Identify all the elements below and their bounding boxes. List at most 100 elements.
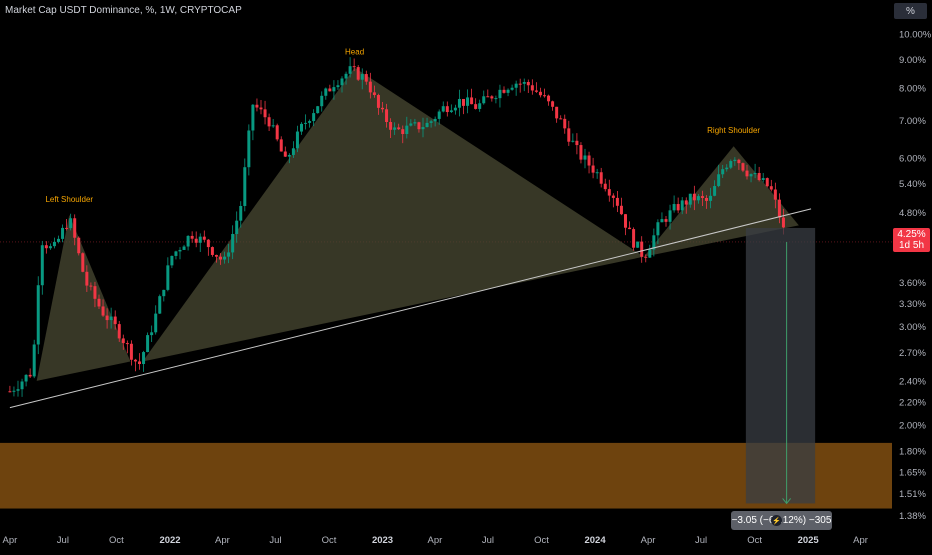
- candle-body: [214, 254, 218, 257]
- candle-body: [174, 251, 178, 256]
- candle-body: [729, 161, 733, 168]
- candle-body: [210, 247, 214, 255]
- y-tick-label: 1.38%: [899, 511, 926, 522]
- candle-body: [368, 81, 372, 93]
- candle-body: [413, 122, 417, 124]
- candle-body: [129, 343, 133, 360]
- candle-body: [781, 217, 785, 228]
- candle-body: [166, 265, 170, 290]
- candle-body: [474, 104, 478, 109]
- pattern-head: [142, 67, 644, 362]
- x-tick-label: Oct: [322, 535, 337, 546]
- y-tick-label: 2.20%: [899, 398, 926, 409]
- candle-body: [356, 67, 360, 80]
- y-tick-label: 9.00%: [899, 55, 926, 66]
- candle-body: [52, 241, 56, 247]
- candle-body: [433, 118, 437, 122]
- candle-body: [198, 236, 202, 243]
- candle-body: [231, 233, 235, 253]
- candle-body: [692, 193, 696, 201]
- candle-body: [409, 123, 413, 126]
- candle-body: [109, 316, 113, 321]
- candle-body: [56, 238, 60, 242]
- candle-body: [36, 285, 40, 345]
- candle-body: [360, 74, 364, 80]
- candle-body: [340, 78, 344, 86]
- y-tick-label: 1.51%: [899, 489, 926, 500]
- candle-body: [575, 140, 579, 146]
- candle-body: [385, 109, 389, 123]
- y-tick-label: 3.00%: [899, 322, 926, 333]
- candle-body: [449, 110, 453, 113]
- candle-body: [202, 236, 206, 240]
- candle-body: [538, 91, 542, 96]
- candle-body: [510, 87, 514, 90]
- candle-body: [137, 361, 141, 365]
- candle-body: [773, 189, 777, 200]
- candle-body: [299, 123, 303, 132]
- candle-body: [397, 127, 401, 130]
- candle-body: [757, 173, 761, 181]
- candle-body: [405, 125, 409, 135]
- candle-body: [44, 245, 48, 249]
- candle-body: [401, 129, 405, 135]
- candle-body: [393, 127, 397, 130]
- candle-body: [437, 111, 441, 119]
- x-tick-label: Jul: [57, 535, 69, 546]
- candle-body: [239, 205, 243, 221]
- candle-body: [502, 89, 506, 93]
- candle-body: [571, 140, 575, 142]
- x-tick-label: Apr: [641, 535, 656, 546]
- candle-body: [547, 95, 551, 102]
- x-tick-label: Jul: [482, 535, 494, 546]
- candle-body: [559, 118, 563, 120]
- candle-body: [113, 316, 117, 325]
- candle-body: [65, 227, 69, 229]
- candle-body: [704, 197, 708, 201]
- candle-body: [769, 186, 773, 190]
- candle-body: [441, 106, 445, 112]
- candle-body: [93, 286, 97, 299]
- candle-body: [142, 352, 146, 365]
- y-tick-label: 5.40%: [899, 179, 926, 190]
- y-tick-label: 1.80%: [899, 446, 926, 457]
- candle-body: [40, 245, 44, 286]
- candle-body: [12, 390, 16, 392]
- candle-body: [506, 89, 510, 93]
- candle-body: [672, 204, 676, 211]
- x-tick-label: 2023: [372, 535, 393, 546]
- candle-body: [332, 87, 336, 92]
- candle-body: [295, 131, 299, 149]
- candle-body: [267, 117, 271, 127]
- x-tick-label: 2025: [798, 535, 820, 546]
- support-zone: [0, 442, 892, 509]
- candle-body: [563, 118, 567, 129]
- candle-body: [777, 199, 781, 218]
- candle-body: [162, 289, 166, 297]
- candle-body: [668, 210, 672, 222]
- candle-body: [380, 107, 384, 110]
- candle-body: [20, 381, 24, 390]
- candle-body: [279, 139, 283, 152]
- candle-body: [737, 159, 741, 164]
- candle-body: [28, 374, 32, 377]
- y-tick-label: 2.70%: [899, 348, 926, 359]
- x-tick-label: Jul: [695, 535, 707, 546]
- candle-body: [190, 235, 194, 239]
- info-icon[interactable]: ⚡: [771, 515, 782, 526]
- candle-body: [275, 125, 279, 140]
- candle-body: [154, 313, 158, 333]
- candle-body: [709, 195, 713, 201]
- candle-body: [125, 343, 129, 345]
- candle-body: [328, 88, 332, 92]
- percent-scale-button[interactable]: %: [894, 3, 927, 19]
- candle-body: [652, 235, 656, 250]
- candle-body: [235, 220, 239, 234]
- candle-body: [595, 172, 599, 174]
- candle-body: [77, 237, 81, 254]
- candle-body: [170, 255, 174, 266]
- measure-box: [745, 227, 816, 504]
- candle-body: [121, 338, 125, 344]
